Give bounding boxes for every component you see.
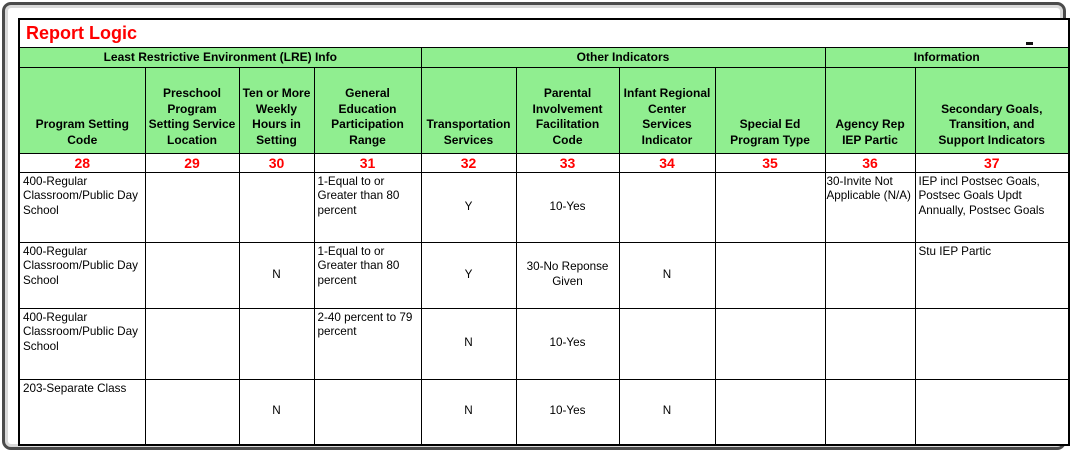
col-header-program-setting-code: Program Setting Code [18,66,146,154]
window-frame: Report Logic Least Restrictive Environme… [2,2,1070,450]
group-header-row: Least Restrictive Environment (LRE) Info… [18,46,1070,68]
col-number-30: 30 [238,152,315,173]
cell-program-setting-code: 400-Regular Classroom/Public Day School [18,241,146,309]
cell-program-setting-code: 400-Regular Classroom/Public Day School [18,171,146,243]
cell-agency-rep-iep-partic [824,241,916,309]
cell-transportation: Y [420,171,517,243]
cell-infant-regional-center: N [618,241,716,309]
cell-transportation: Y [420,241,517,309]
col-header-general-education-participation-range: General Education Participation Range [313,66,422,154]
col-header-parental-involvement-facilitation-code: Parental Involvement Facilitation Code [515,66,620,154]
cell-special-ed-program-type [714,171,826,243]
group-header-information: Information [824,46,1070,68]
cell-parental-involvement: 10-Yes [515,171,620,243]
artifact-mark [1026,42,1033,45]
cell-preschool-location [144,378,240,446]
cell-agency-rep-iep-partic [824,378,916,446]
table-row: 400-Regular Classroom/Public Day School … [18,307,1070,380]
cell-transportation: N [420,378,517,446]
col-header-transportation-services: Transportation Services [420,66,517,154]
page-title: Report Logic [18,18,1070,48]
col-number-34: 34 [618,152,716,173]
cell-secondary-goals: IEP incl Postsec Goals, Postsec Goals Up… [914,171,1070,243]
cell-gen-ed-participation: 2-40 percent to 79 percent [313,307,422,380]
column-header-row: Program Setting Code Preschool Program S… [18,66,1070,154]
cell-infant-regional-center [618,307,716,380]
cell-secondary-goals: Stu IEP Partic [914,241,1070,309]
table-row: 203-Separate Class N N 10-Yes N [18,378,1070,446]
cell-ten-or-more-hours [238,171,315,243]
cell-secondary-goals [914,307,1070,380]
cell-preschool-location [144,171,240,243]
table-row: 400-Regular Classroom/Public Day School … [18,171,1070,243]
cell-special-ed-program-type [714,241,826,309]
table-row: 400-Regular Classroom/Public Day School … [18,241,1070,309]
cell-ten-or-more-hours [238,307,315,380]
cell-infant-regional-center: N [618,378,716,446]
cell-preschool-location [144,307,240,380]
cell-parental-involvement: 10-Yes [515,378,620,446]
cell-gen-ed-participation: 1-Equal to or Greater than 80 percent [313,171,422,243]
cell-program-setting-code: 203-Separate Class [18,378,146,446]
col-header-infant-regional-center-services-indicator: Infant Regional Center Services Indicato… [618,66,716,154]
col-number-28: 28 [18,152,146,173]
cell-secondary-goals [914,378,1070,446]
group-header-other-indicators: Other Indicators [420,46,826,68]
col-header-ten-or-more-weekly-hours: Ten or More Weekly Hours in Setting [238,66,315,154]
column-number-row: 28 29 30 31 32 33 34 35 36 37 [18,152,1070,173]
cell-ten-or-more-hours: N [238,378,315,446]
cell-special-ed-program-type [714,307,826,380]
cell-transportation: N [420,307,517,380]
cell-gen-ed-participation: 1-Equal to or Greater than 80 percent [313,241,422,309]
col-header-special-ed-program-type: Special Ed Program Type [714,66,826,154]
cell-agency-rep-iep-partic [824,307,916,380]
col-number-32: 32 [420,152,517,173]
col-number-31: 31 [313,152,422,173]
cell-gen-ed-participation [313,378,422,446]
col-header-preschool-program-setting-service-location: Preschool Program Setting Service Locati… [144,66,240,154]
col-number-29: 29 [144,152,240,173]
cell-preschool-location [144,241,240,309]
report-logic-table: Report Logic Least Restrictive Environme… [18,18,1070,446]
col-number-33: 33 [515,152,620,173]
group-header-lre-info: Least Restrictive Environment (LRE) Info [18,46,422,68]
cell-agency-rep-iep-partic: 30-Invite Not Applicable (N/A) [824,171,916,243]
col-number-35: 35 [714,152,826,173]
col-number-36: 36 [824,152,916,173]
cell-parental-involvement: 30-No Reponse Given [515,241,620,309]
cell-parental-involvement: 10-Yes [515,307,620,380]
cell-special-ed-program-type [714,378,826,446]
col-header-secondary-goals-transition-support: Secondary Goals, Transition, and Support… [914,66,1070,154]
col-header-agency-rep-iep-partic: Agency Rep IEP Partic [824,66,916,154]
col-number-37: 37 [914,152,1070,173]
cell-program-setting-code: 400-Regular Classroom/Public Day School [18,307,146,380]
title-row: Report Logic [18,18,1070,48]
cell-ten-or-more-hours: N [238,241,315,309]
cell-infant-regional-center [618,171,716,243]
